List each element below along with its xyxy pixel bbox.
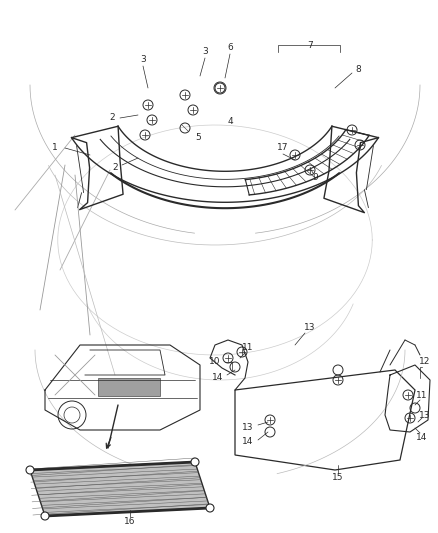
Text: 11: 11 — [242, 343, 254, 352]
Text: 14: 14 — [242, 438, 254, 447]
Text: 3: 3 — [140, 55, 146, 64]
Text: 12: 12 — [419, 358, 431, 367]
Text: 13: 13 — [304, 324, 316, 333]
Text: 6: 6 — [227, 44, 233, 52]
Text: 7: 7 — [307, 41, 313, 50]
Text: 15: 15 — [332, 473, 344, 482]
Text: 2: 2 — [109, 114, 115, 123]
Polygon shape — [98, 378, 160, 396]
Circle shape — [26, 466, 34, 474]
Text: 1: 1 — [52, 143, 58, 152]
Circle shape — [191, 458, 199, 466]
Text: 13: 13 — [419, 410, 431, 419]
Text: 14: 14 — [416, 433, 427, 442]
Text: 9: 9 — [312, 174, 318, 182]
Text: 4: 4 — [227, 117, 233, 126]
Text: 2: 2 — [112, 164, 118, 173]
Text: 10: 10 — [209, 358, 221, 367]
Text: 16: 16 — [124, 518, 136, 527]
Text: 13: 13 — [242, 424, 254, 432]
Text: 11: 11 — [416, 391, 428, 400]
Circle shape — [206, 504, 214, 512]
Text: 14: 14 — [212, 374, 224, 383]
Text: 3: 3 — [202, 47, 208, 56]
Circle shape — [41, 512, 49, 520]
Text: 5: 5 — [195, 133, 201, 142]
Text: 8: 8 — [355, 66, 361, 75]
Polygon shape — [30, 462, 210, 516]
Text: 17: 17 — [277, 143, 289, 152]
